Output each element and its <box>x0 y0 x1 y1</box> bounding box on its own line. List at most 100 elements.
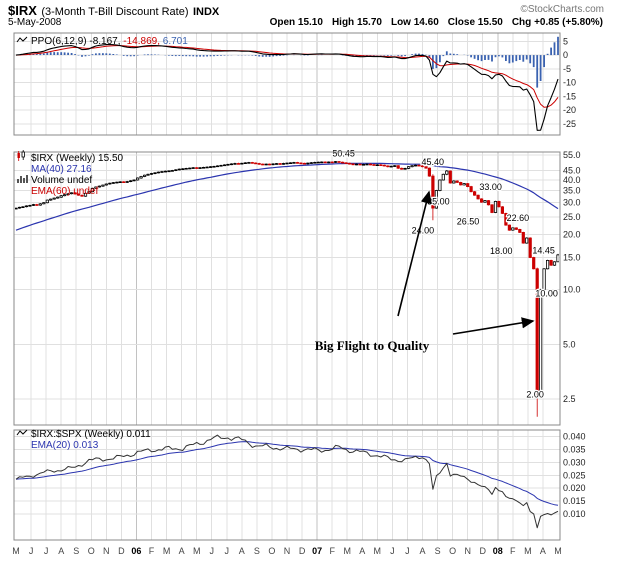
price-axis-labels: 55.0 45.040.035.0 30.0 25.0 20.0 15.0 10.0 5.0 2… <box>563 150 581 404</box>
svg-text:N: N <box>103 546 110 556</box>
svg-text:10.0: 10.0 <box>563 285 581 295</box>
ratio-axis-labels: 0.040 0.035 0.030 0.025 0.020 0.015 0.010 <box>563 432 586 520</box>
ppo-grid <box>14 33 560 135</box>
svg-text:M: M <box>193 546 201 556</box>
svg-text:D: D <box>118 546 125 556</box>
svg-text:O: O <box>88 546 95 556</box>
svg-text:5: 5 <box>563 36 568 46</box>
quote-header: 5-May-2008 Open 15.10 High 15.70 Low 14.60… <box>8 17 603 30</box>
price-label: 10.00 <box>535 289 558 299</box>
svg-text:-25: -25 <box>563 119 576 129</box>
svg-text:A: A <box>359 546 365 556</box>
quote-change: Chg +0.85 (+5.80%) <box>511 17 603 28</box>
price-label: 26.50 <box>457 217 480 227</box>
svg-text:A: A <box>179 546 185 556</box>
price-labels: 50.45 45.40 35.00 24.00 33.00 26.50 22.60 18.00… <box>331 147 559 401</box>
symbol: $IRX <box>8 3 37 18</box>
svg-text:S: S <box>73 546 79 556</box>
price-label: 14.45 <box>532 245 555 255</box>
candlestick-series <box>15 161 559 417</box>
chart-header: $IRX (3-Month T-Bill Discount Rate) INDX… <box>8 2 604 18</box>
price-grid <box>14 152 560 425</box>
exchange-label: INDX <box>192 6 220 18</box>
ratio-series <box>15 434 559 529</box>
price-label: 22.60 <box>507 213 530 223</box>
svg-text:A: A <box>239 546 245 556</box>
svg-text:O: O <box>449 546 456 556</box>
ohlc-quote-row: Open 15.10 High 15.70 Low 14.60 Close 15.50… <box>270 17 603 28</box>
ppo-axis-labels: 5 0 -5 -10 -15 -20 -25 <box>563 36 576 129</box>
svg-text:M: M <box>343 546 351 556</box>
svg-text:M: M <box>554 546 562 556</box>
quote-open: Open 15.10 <box>269 17 323 28</box>
ratio-panel-border <box>13 429 561 541</box>
symbol-name: (3-Month T-Bill Discount Rate) <box>41 6 189 18</box>
svg-text:-20: -20 <box>563 105 576 115</box>
svg-text:06: 06 <box>131 546 141 556</box>
candlestick-icon <box>17 150 25 161</box>
legend-text: MA(40) 27.16 <box>31 164 92 175</box>
svg-text:O: O <box>268 546 275 556</box>
svg-text:45.0: 45.0 <box>563 166 581 176</box>
ppo-legend: PPO(6,12,9) -8.167, -14.869, 6.701 <box>16 36 188 47</box>
svg-text:0.035: 0.035 <box>563 444 586 454</box>
svg-text:0.025: 0.025 <box>563 470 586 480</box>
price-label: 24.00 <box>412 225 435 235</box>
svg-text:F: F <box>510 546 516 556</box>
quote-close: Close 15.50 <box>447 17 503 28</box>
svg-text:55.0: 55.0 <box>563 150 581 160</box>
legend-text: EMA(20) 0.013 <box>31 440 99 451</box>
line-icon <box>16 36 28 43</box>
svg-text:0: 0 <box>563 50 568 60</box>
quote-high: High 15.70 <box>331 17 382 28</box>
svg-text:J: J <box>390 546 395 556</box>
svg-text:J: J <box>225 546 230 556</box>
legend-text: PPO(6,12,9) -8.167, -14.869, 6.701 <box>31 36 188 47</box>
svg-text:08: 08 <box>493 546 503 556</box>
svg-text:2.5: 2.5 <box>563 394 576 404</box>
svg-text:J: J <box>44 546 49 556</box>
ppo-panel-border <box>13 32 561 136</box>
volume-icon <box>17 175 28 183</box>
annotation-arrow <box>397 190 432 317</box>
chart-date: 5-May-2008 <box>8 17 62 28</box>
svg-text:-10: -10 <box>563 78 576 88</box>
annotation: Big Flight to Quality <box>315 190 535 353</box>
svg-text:A: A <box>58 546 64 556</box>
svg-text:35.0: 35.0 <box>563 186 581 196</box>
line-icon <box>16 429 28 436</box>
svg-text:N: N <box>284 546 291 556</box>
svg-text:F: F <box>149 546 155 556</box>
svg-text:M: M <box>374 546 382 556</box>
svg-text:M: M <box>163 546 171 556</box>
svg-text:0.010: 0.010 <box>563 509 586 519</box>
ma40-line <box>15 162 559 231</box>
svg-text:S: S <box>435 546 441 556</box>
svg-text:J: J <box>209 546 214 556</box>
price-label: 35.00 <box>427 197 450 207</box>
annotation-arrow <box>452 317 535 335</box>
ratio-ema-line <box>15 441 559 506</box>
price-label: 33.00 <box>479 182 502 192</box>
svg-text:0.030: 0.030 <box>563 457 586 467</box>
x-axis-labels: M J J A S O N D 06 F M A M J J A S O N D 07 F M A M J J A S O N D 08 F M A M <box>12 546 562 556</box>
ratio-line <box>15 434 559 529</box>
svg-text:0.020: 0.020 <box>563 483 586 493</box>
svg-text:-5: -5 <box>563 64 571 74</box>
price-label: 45.40 <box>422 157 445 167</box>
legend-text: Volume undef <box>31 175 92 186</box>
svg-text:M: M <box>524 546 532 556</box>
svg-text:J: J <box>405 546 410 556</box>
copyright-label: ©StockCharts.com <box>520 4 604 15</box>
quote-low: Low 14.60 <box>390 17 439 28</box>
svg-text:-15: -15 <box>563 91 576 101</box>
svg-text:D: D <box>479 546 486 556</box>
ppo-lines <box>15 43 559 131</box>
legend-text: EMA(60) undef <box>31 186 98 197</box>
svg-text:J: J <box>29 546 34 556</box>
svg-text:25.0: 25.0 <box>563 212 581 222</box>
legend-text: $IRX:$SPX (Weekly) 0.011 <box>31 429 151 440</box>
svg-text:A: A <box>540 546 546 556</box>
